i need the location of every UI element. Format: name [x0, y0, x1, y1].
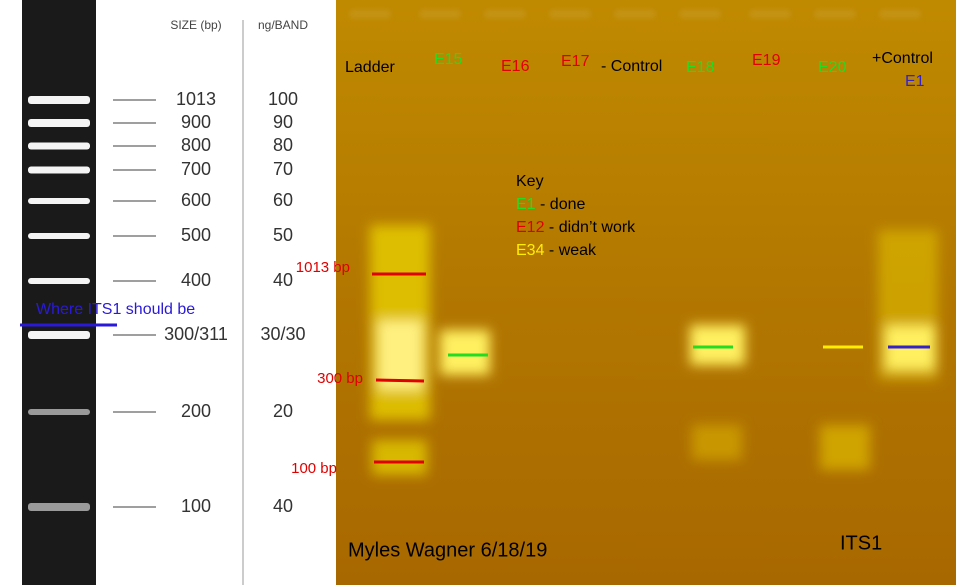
key-title: Key [516, 173, 544, 190]
gel-panel [336, 0, 956, 585]
ladder-band [28, 278, 90, 284]
key-entry: E12 - didn’t work [516, 219, 636, 236]
ng-label: 40 [273, 496, 293, 516]
ladder-band [28, 233, 90, 239]
ng-label: 60 [273, 190, 293, 210]
key-id: E1 [516, 196, 536, 213]
lane-label: E17 [561, 53, 590, 70]
ladder-rows: 1013 100 900 90 800 80 700 70 600 60 500 50 400 40 300… [28, 89, 306, 516]
size-label: 500 [181, 225, 211, 245]
ladder-band [28, 142, 90, 150]
lane-label: +Control [872, 50, 933, 67]
its1-note: Where ITS1 should be [36, 301, 195, 318]
target: ITS1 [840, 532, 882, 554]
size-label: 900 [181, 112, 211, 132]
ladder-band [28, 409, 90, 415]
lane-label: - Control [601, 58, 662, 75]
ng-label: 30/30 [260, 324, 305, 344]
marker-line [375, 378, 425, 383]
lane-label: E1 [905, 73, 925, 90]
ng-label: 40 [273, 270, 293, 290]
size-label: 700 [181, 159, 211, 179]
ng-header: ng/BAND [258, 18, 308, 32]
ladder-band [28, 331, 90, 339]
size-label: 200 [181, 401, 211, 421]
ng-label: 80 [273, 135, 293, 155]
lane-label: E15 [434, 51, 463, 68]
ladder-strip [22, 0, 96, 585]
size-header: SIZE (bp) [170, 18, 221, 32]
ladder-band [28, 503, 90, 511]
gel-glow [370, 225, 938, 475]
ladder-band [28, 198, 90, 204]
ladder-band [28, 166, 90, 174]
ladder-band [28, 119, 90, 127]
size-label: 1013 [176, 89, 216, 109]
lane-label: E18 [686, 59, 715, 76]
key-text: - done [540, 196, 585, 213]
lane-label: E20 [818, 59, 847, 76]
ng-label: 50 [273, 225, 293, 245]
ng-label: 20 [273, 401, 293, 421]
lane-label: E19 [752, 52, 781, 69]
key-text: - didn’t work [549, 219, 636, 236]
key-id: E12 [516, 219, 545, 236]
size-label: 300/311 [164, 324, 228, 344]
marker-label: 1013 bp [296, 259, 350, 276]
size-label: 600 [181, 190, 211, 210]
author: Myles Wagner 6/18/19 [348, 539, 547, 561]
key-text: - weak [549, 242, 597, 259]
ng-label: 100 [268, 89, 298, 109]
ng-label: 90 [273, 112, 293, 132]
key-id: E34 [516, 242, 545, 259]
size-label: 400 [181, 270, 211, 290]
size-label: 100 [181, 496, 211, 516]
key-entry: E34 - weak [516, 242, 597, 259]
size-label: 800 [181, 135, 211, 155]
marker-label: 100 bp [291, 460, 337, 477]
lane-label: E16 [501, 58, 530, 75]
marker-label: 300 bp [317, 370, 363, 387]
ng-label: 70 [273, 159, 293, 179]
ladder-band [28, 96, 90, 104]
key-entry: E1 - done [516, 196, 586, 213]
lane-label: Ladder [345, 59, 395, 76]
wells [350, 10, 920, 18]
